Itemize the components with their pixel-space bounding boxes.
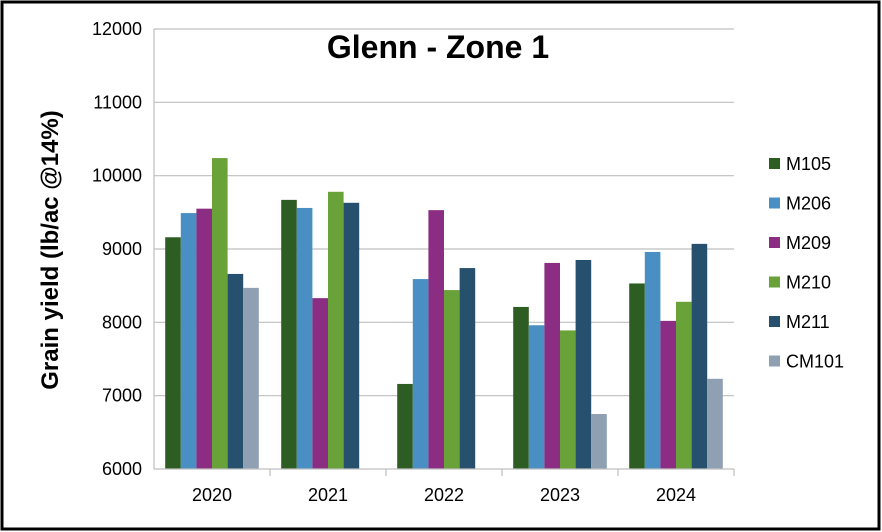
bar-m210-2021 [328,191,344,470]
bar-m206-2023 [528,325,545,469]
bar-cm101-2024 [707,378,723,469]
legend-label-m209: M209 [786,233,831,253]
bar-m210-2024 [676,301,692,469]
legend-swatch-m211 [769,316,780,327]
legend-label-m211: M211 [786,312,830,332]
x-tick-label: 2022 [424,485,464,505]
x-tick-label: 2023 [540,485,580,505]
bar-cm101-2020 [243,287,259,469]
bar-cm101-2023 [591,414,607,469]
bar-m210-2023 [560,330,576,469]
bar-m210-2022 [444,290,460,469]
y-tick-label: 7000 [102,386,142,406]
bar-m209-2022 [428,210,444,469]
legend-label-cm101: CM101 [786,352,844,372]
legend-swatch-cm101 [769,355,780,367]
y-tick-label: 10000 [92,166,142,186]
bars [165,158,723,470]
y-tick-label: 11000 [93,92,142,112]
legend-label-m206: M206 [786,194,831,214]
bar-m105-2024 [629,283,645,469]
chart-title: Glenn - Zone 1 [327,29,549,65]
y-tick-label: 8000 [102,312,142,332]
x-tick-label: 2020 [192,485,232,505]
bar-m210-2020 [212,158,228,470]
legend-label-m105: M105 [786,154,831,174]
legend-swatch-m206 [769,197,780,209]
x-tick-label: 2021 [308,485,348,505]
bar-m211-2024 [691,243,708,469]
bar-m209-2021 [312,298,328,469]
bar-m211-2023 [575,260,592,469]
y-tick-label: 6000 [102,459,142,479]
legend: M105 M206 M209 M210 M211 CM101 [769,154,844,372]
x-tick-label: 2024 [656,485,696,505]
bar-m206-2022 [412,279,429,469]
bar-m211-2021 [343,202,360,470]
bar-m105-2021 [281,199,297,469]
y-axis-label: Grain yield (lb/ac @14%) [37,110,64,390]
y-tick-label: 12000 [92,19,142,39]
bar-m209-2023 [544,262,560,469]
bar-m209-2020 [196,208,212,469]
bar-m206-2024 [644,251,661,469]
legend-swatch-m209 [769,237,780,248]
bar-m211-2022 [459,268,476,469]
y-tick-label: 9000 [102,239,142,259]
legend-swatch-m105 [769,158,780,169]
legend-label-m210: M210 [786,273,831,293]
y-tick-labels: 6000 7000 8000 9000 10000 11000 12000 [92,19,142,479]
bar-m209-2024 [660,320,676,469]
bar-m206-2021 [296,207,313,469]
x-tick-labels: 2020 2021 2022 2023 2024 [192,469,735,505]
bar-m105-2023 [513,306,529,469]
bar-m105-2020 [165,237,181,469]
legend-swatch-m210 [769,276,780,288]
bar-m206-2020 [180,213,197,469]
bar-m105-2022 [397,383,413,469]
bar-m211-2020 [227,273,244,469]
